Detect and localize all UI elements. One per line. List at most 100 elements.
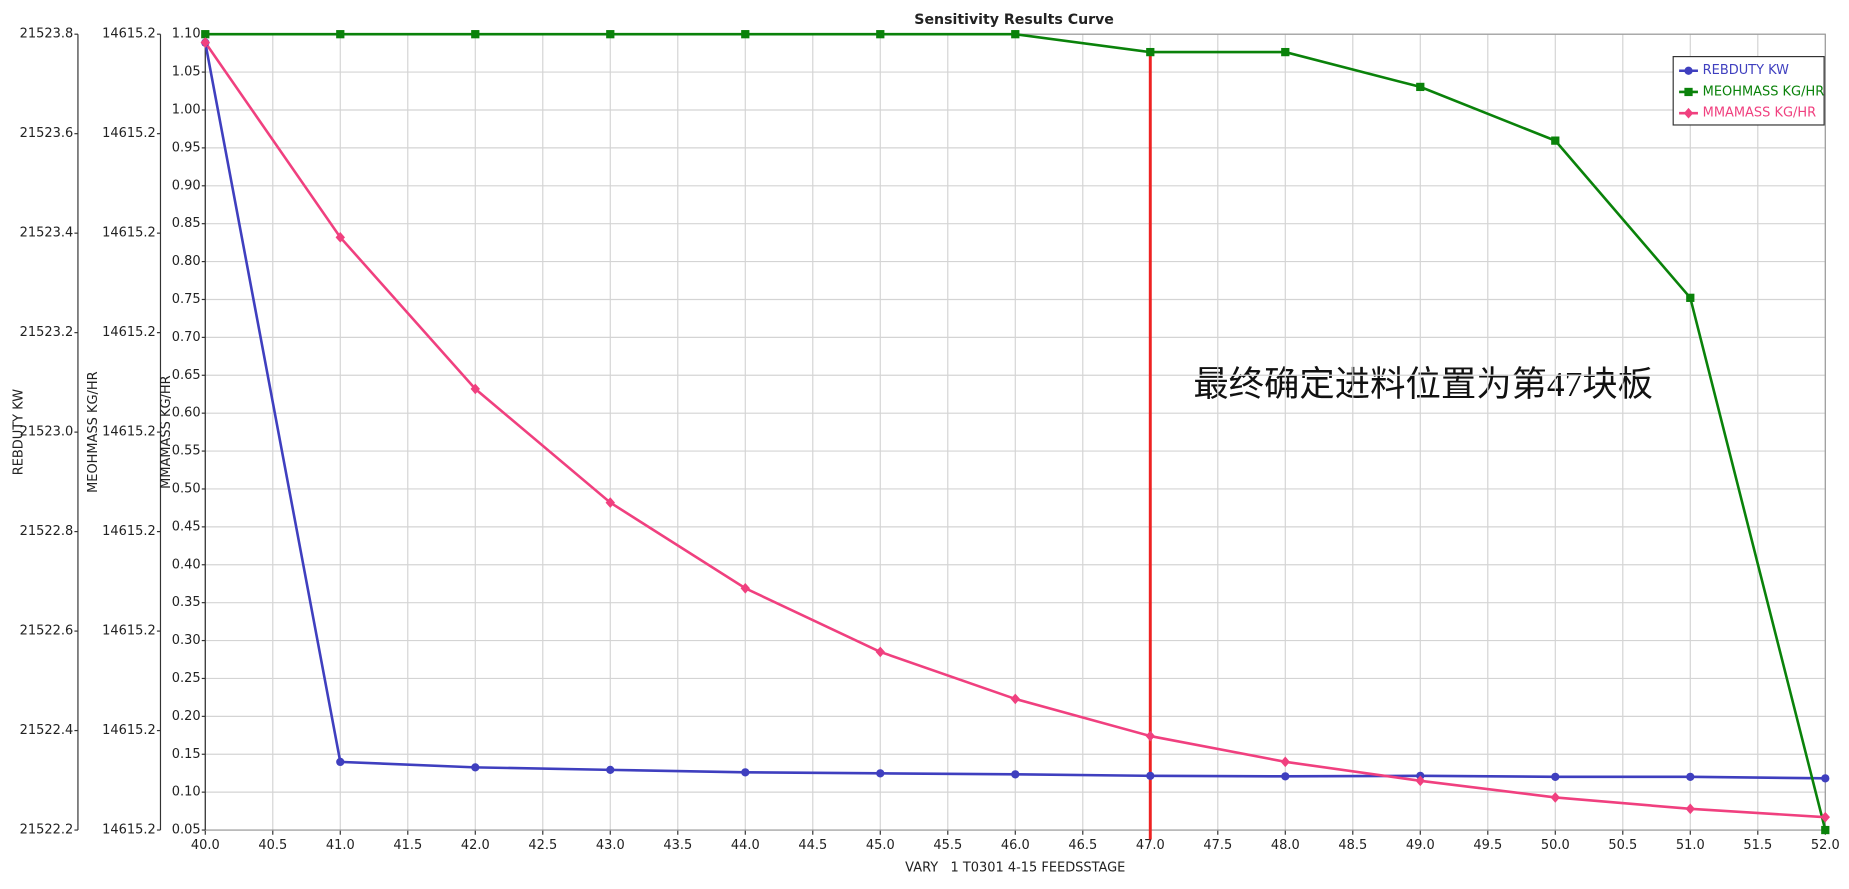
y-tick-label: 14615.2 xyxy=(102,325,156,340)
legend-box xyxy=(1672,56,1825,126)
y-tick-label: 14615.2 xyxy=(102,425,156,440)
y-tick-label: 21523.6 xyxy=(20,126,74,141)
point xyxy=(1011,770,1020,779)
x-tick-label: 40.5 xyxy=(258,838,287,853)
x-tick-label: 50.5 xyxy=(1608,838,1637,853)
y-tick-label: 0.70 xyxy=(172,330,201,345)
point xyxy=(1146,47,1155,57)
point xyxy=(741,768,750,777)
point xyxy=(1686,293,1695,302)
point xyxy=(335,232,345,243)
x-tick-label: 46.5 xyxy=(1068,838,1097,853)
y-axis-label: MEOHMASS KG/HR xyxy=(86,371,101,493)
point xyxy=(1821,774,1830,783)
y-tick-label: 0.10 xyxy=(172,785,201,800)
y-tick-label: 14615.2 xyxy=(102,624,156,639)
y-tick-label: 0.30 xyxy=(172,633,201,648)
y-tick-label: 21522.4 xyxy=(20,723,74,738)
x-tick-label: 44.0 xyxy=(731,838,760,853)
point xyxy=(200,37,210,48)
x-tick-label: 49.0 xyxy=(1406,838,1435,853)
y-tick-label: 0.05 xyxy=(172,823,201,838)
point xyxy=(201,30,210,39)
point xyxy=(876,30,885,39)
x-tick-label: 41.5 xyxy=(393,838,422,853)
x-tick-label: 40.0 xyxy=(191,838,220,853)
legend-marker xyxy=(1684,87,1693,97)
point xyxy=(1686,772,1695,781)
point xyxy=(336,30,345,39)
point xyxy=(1685,803,1696,815)
y-tick-label: 0.85 xyxy=(172,216,201,231)
y-tick-label: 0.95 xyxy=(172,140,201,155)
x-tick-label: 45.5 xyxy=(933,838,962,853)
point xyxy=(1820,811,1831,823)
x-tick-label: 48.0 xyxy=(1271,838,1300,853)
y-tick-label: 0.50 xyxy=(172,481,201,496)
point xyxy=(1415,775,1426,787)
point xyxy=(1551,136,1560,145)
y-tick-label: 0.35 xyxy=(172,595,201,610)
point xyxy=(470,383,480,395)
point xyxy=(1416,82,1425,92)
x-tick-label: 51.0 xyxy=(1676,838,1705,853)
y-tick-label: 0.90 xyxy=(172,178,201,193)
point xyxy=(875,646,886,658)
x-tick-label: 49.5 xyxy=(1473,838,1502,853)
x-tick-label: 51.5 xyxy=(1743,838,1772,853)
x-tick-label: 41.0 xyxy=(326,838,355,853)
point xyxy=(1146,771,1155,780)
point xyxy=(740,582,751,594)
point xyxy=(1821,825,1830,835)
y-axis-label: REBDUTY KW xyxy=(11,389,26,475)
y-tick-label: 1.10 xyxy=(172,27,201,42)
point xyxy=(605,497,616,508)
y-tick-label: 14615.2 xyxy=(102,723,156,738)
y-tick-label: 0.25 xyxy=(172,671,201,686)
legend-marker xyxy=(1684,66,1693,75)
y-tick-label: 14615.2 xyxy=(102,524,156,539)
point xyxy=(1280,756,1291,768)
point xyxy=(606,765,615,774)
y-tick-label: 14615.2 xyxy=(102,126,156,141)
point xyxy=(471,30,480,39)
x-tick-label: 47.0 xyxy=(1136,838,1165,853)
x-tick-label: 42.0 xyxy=(461,838,490,853)
point xyxy=(741,30,750,39)
x-tick-label: 50.0 xyxy=(1541,838,1570,853)
point xyxy=(1551,772,1560,781)
point xyxy=(1281,47,1290,57)
y-axis-label: MMAMASS KG/HR xyxy=(159,375,174,488)
x-tick-label: 52.0 xyxy=(1811,838,1840,853)
y-tick-label: 1.05 xyxy=(172,65,201,80)
point xyxy=(1550,792,1561,803)
point xyxy=(606,30,615,39)
x-tick-label: 46.0 xyxy=(1001,838,1030,853)
x-tick-label: 44.5 xyxy=(798,838,827,853)
annotation: 最终确定进料位置为第47块板 xyxy=(1193,364,1653,404)
legend-label: MEOHMASS KG/HR xyxy=(1703,84,1825,99)
chart-title: Sensitivity Results Curve xyxy=(914,12,1114,28)
y-tick-label: 21522.6 xyxy=(20,624,74,639)
y-tick-label: 0.60 xyxy=(172,406,201,421)
y-tick-label: 21523.0 xyxy=(20,425,74,440)
point xyxy=(876,769,885,778)
point xyxy=(1281,772,1290,781)
y-tick-label: 21522.2 xyxy=(20,823,74,838)
point xyxy=(471,763,480,772)
x-axis-label: VARY 1 T0301 4-15 FEEDSSTAGE xyxy=(905,860,1125,875)
x-tick-label: 48.5 xyxy=(1338,838,1367,853)
y-tick-label: 1.00 xyxy=(172,102,201,117)
y-tick-label: 0.40 xyxy=(172,557,201,572)
y-tick-label: 14615.2 xyxy=(102,823,156,838)
y-tick-label: 21523.8 xyxy=(20,27,74,42)
y-tick-label: 21523.4 xyxy=(20,226,74,241)
y-tick-label: 14615.2 xyxy=(102,226,156,241)
y-tick-label: 21523.2 xyxy=(20,325,74,340)
legend-label: MMAMASS KG/HR xyxy=(1703,106,1816,121)
y-tick-label: 0.20 xyxy=(172,709,201,724)
point xyxy=(1011,30,1020,39)
y-tick-label: 14615.2 xyxy=(102,27,156,42)
